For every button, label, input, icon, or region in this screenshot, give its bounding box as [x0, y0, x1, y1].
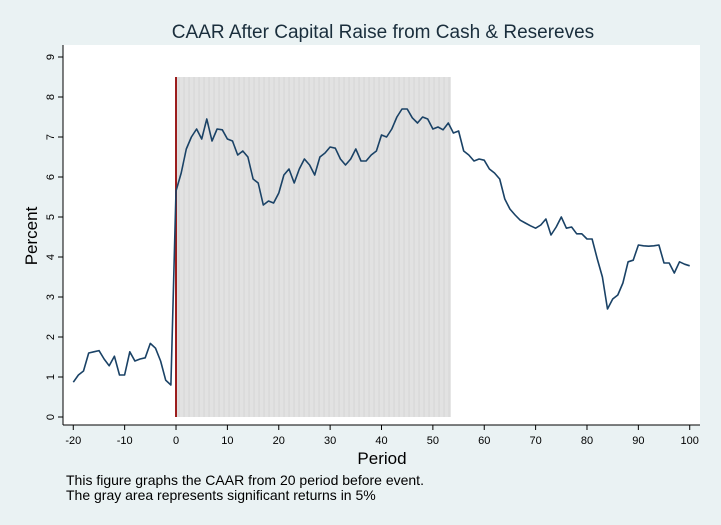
x-tick-label: 70 — [529, 435, 541, 447]
y-tick-label: 7 — [45, 134, 57, 140]
y-tick-label: 3 — [45, 294, 57, 300]
y-axis-ticks: 0 1 2 3 4 5 6 7 8 9 — [45, 54, 63, 420]
x-tick-label: -10 — [117, 435, 133, 447]
y-tick-label: 6 — [45, 174, 57, 180]
x-axis-ticks: -20 -10 0 10 20 30 40 50 60 70 80 90 100 — [65, 425, 699, 447]
significance-region — [176, 77, 451, 417]
x-tick-label: 0 — [173, 435, 179, 447]
y-tick-label: 2 — [45, 334, 57, 340]
chart-title: CAAR After Capital Raise from Cash & Res… — [172, 22, 594, 43]
x-axis-title: Period — [357, 449, 406, 468]
y-tick-label: 1 — [45, 374, 57, 380]
caar-series-line — [72, 108, 690, 386]
x-tick-label: 50 — [427, 435, 439, 447]
x-tick-label: 90 — [632, 435, 644, 447]
y-tick-label: 0 — [45, 414, 57, 420]
y-tick-label: 9 — [45, 54, 57, 60]
x-tick-label: 10 — [221, 435, 233, 447]
x-tick-label: 60 — [478, 435, 490, 447]
y-tick-label: 8 — [45, 94, 57, 100]
x-tick-label: 80 — [581, 435, 593, 447]
x-tick-label: 20 — [273, 435, 285, 447]
x-tick-label: -20 — [65, 435, 81, 447]
x-tick-label: 30 — [324, 435, 336, 447]
y-tick-label: 4 — [45, 254, 57, 260]
x-tick-label: 40 — [375, 435, 387, 447]
significance-region-layer — [176, 77, 451, 417]
y-axis-title: Percent — [22, 206, 41, 265]
series-layer — [72, 108, 690, 386]
figure-note-1: This figure graphs the CAAR from 20 peri… — [66, 472, 424, 488]
figure-note-2: The gray area represents significant ret… — [66, 487, 376, 503]
x-tick-label: 100 — [681, 435, 699, 447]
y-tick-label: 5 — [45, 214, 57, 220]
